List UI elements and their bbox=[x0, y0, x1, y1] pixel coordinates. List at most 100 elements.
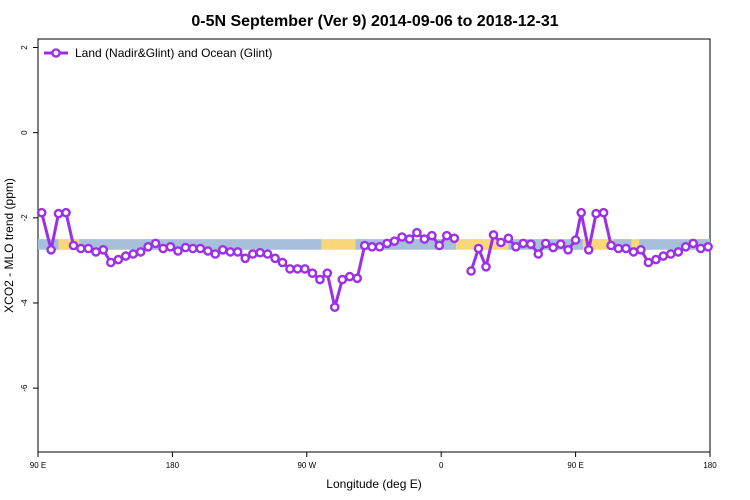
data-point bbox=[695, 243, 706, 254]
data-point bbox=[270, 253, 280, 264]
x-tick-label: 90 E bbox=[30, 461, 46, 470]
data-point bbox=[427, 230, 437, 241]
data-point bbox=[666, 249, 676, 259]
data-point bbox=[449, 233, 460, 244]
data-point bbox=[255, 247, 265, 258]
x-tick-label: 0 bbox=[439, 461, 444, 470]
y-tick-label: -6 bbox=[20, 384, 29, 392]
data-point bbox=[621, 243, 631, 254]
data-point bbox=[703, 241, 713, 252]
x-tick-label: 180 bbox=[703, 461, 717, 470]
data-point bbox=[83, 243, 94, 254]
data-point bbox=[307, 268, 318, 279]
data-point bbox=[673, 247, 684, 257]
data-point bbox=[555, 239, 566, 249]
data-point bbox=[337, 274, 348, 285]
data-point bbox=[247, 249, 258, 259]
data-point bbox=[606, 240, 616, 251]
data-point bbox=[598, 207, 609, 218]
data-point bbox=[150, 238, 161, 249]
data-point bbox=[240, 253, 250, 264]
data-point bbox=[636, 244, 646, 255]
data-point bbox=[404, 234, 415, 244]
data-point bbox=[628, 247, 639, 257]
band-segment-ocean bbox=[355, 239, 457, 250]
y-tick-label: 0 bbox=[20, 130, 29, 135]
band-segment-land bbox=[583, 239, 613, 250]
data-point bbox=[300, 264, 310, 274]
data-point bbox=[511, 241, 521, 252]
band-segment-land bbox=[631, 239, 640, 250]
data-point bbox=[643, 257, 654, 268]
band-segment-ocean bbox=[639, 239, 710, 250]
data-point bbox=[329, 302, 340, 313]
data-point bbox=[195, 243, 206, 254]
band-segment-land bbox=[321, 239, 356, 250]
data-point bbox=[113, 254, 124, 265]
data-point bbox=[473, 243, 484, 254]
data-point bbox=[680, 241, 691, 252]
data-point bbox=[210, 249, 221, 259]
data-point bbox=[397, 232, 407, 242]
band-segment-land bbox=[58, 239, 80, 250]
data-point bbox=[188, 243, 198, 254]
data-point bbox=[203, 246, 213, 256]
data-point bbox=[540, 238, 551, 249]
data-point bbox=[466, 266, 476, 276]
data-point bbox=[322, 268, 333, 279]
data-point bbox=[352, 273, 363, 284]
y-tick-label: 2 bbox=[20, 45, 29, 50]
data-point bbox=[583, 244, 594, 255]
band-segment-land bbox=[456, 239, 509, 250]
data-point bbox=[98, 244, 109, 255]
data-point bbox=[128, 249, 138, 259]
data-point bbox=[548, 242, 559, 253]
data-point bbox=[613, 243, 624, 254]
data-point bbox=[526, 239, 536, 249]
data-point bbox=[367, 241, 377, 252]
data-point bbox=[36, 207, 47, 218]
data-point bbox=[533, 249, 544, 259]
y-tick-label: -2 bbox=[20, 214, 29, 222]
data-point bbox=[688, 238, 699, 249]
legend: Land (Nadir&Glint) and Ocean (Glint) bbox=[44, 46, 272, 60]
data-point bbox=[91, 247, 101, 257]
data-point bbox=[225, 247, 236, 257]
data-point bbox=[382, 238, 392, 249]
data-point bbox=[180, 242, 191, 253]
data-point bbox=[651, 254, 661, 265]
data-point bbox=[262, 249, 273, 259]
data-point bbox=[488, 230, 499, 240]
data-point bbox=[173, 246, 183, 256]
legend-label: Land (Nadir&Glint) and Ocean (Glint) bbox=[75, 46, 272, 60]
data-point bbox=[496, 237, 506, 248]
x-axis-label: Longitude (deg E) bbox=[326, 477, 421, 491]
data-point bbox=[106, 257, 116, 268]
x-axis: 90 E 180 90 W 0 90 E 180 bbox=[30, 452, 717, 470]
data-point bbox=[217, 244, 228, 255]
data-point bbox=[120, 251, 131, 261]
data-point bbox=[46, 244, 56, 255]
data-point bbox=[344, 271, 355, 282]
data-point bbox=[576, 207, 587, 218]
data-point bbox=[315, 274, 325, 285]
data-point bbox=[53, 208, 64, 219]
data-point bbox=[232, 247, 243, 257]
data-point bbox=[277, 257, 288, 268]
data-point bbox=[481, 261, 491, 272]
data-point bbox=[285, 264, 295, 274]
data-point bbox=[591, 208, 601, 219]
data-point bbox=[165, 241, 176, 252]
data-point bbox=[563, 244, 573, 255]
data-point bbox=[441, 230, 452, 241]
data-point bbox=[503, 233, 514, 244]
x-tick-label: 90 W bbox=[297, 461, 316, 470]
data-point bbox=[61, 207, 71, 218]
data-point bbox=[374, 241, 385, 252]
y-tick-label: -4 bbox=[20, 299, 29, 307]
data-point bbox=[389, 236, 400, 246]
data-point bbox=[419, 234, 430, 244]
series-layer bbox=[36, 207, 713, 313]
data-point bbox=[570, 235, 581, 245]
data-point bbox=[518, 238, 529, 249]
